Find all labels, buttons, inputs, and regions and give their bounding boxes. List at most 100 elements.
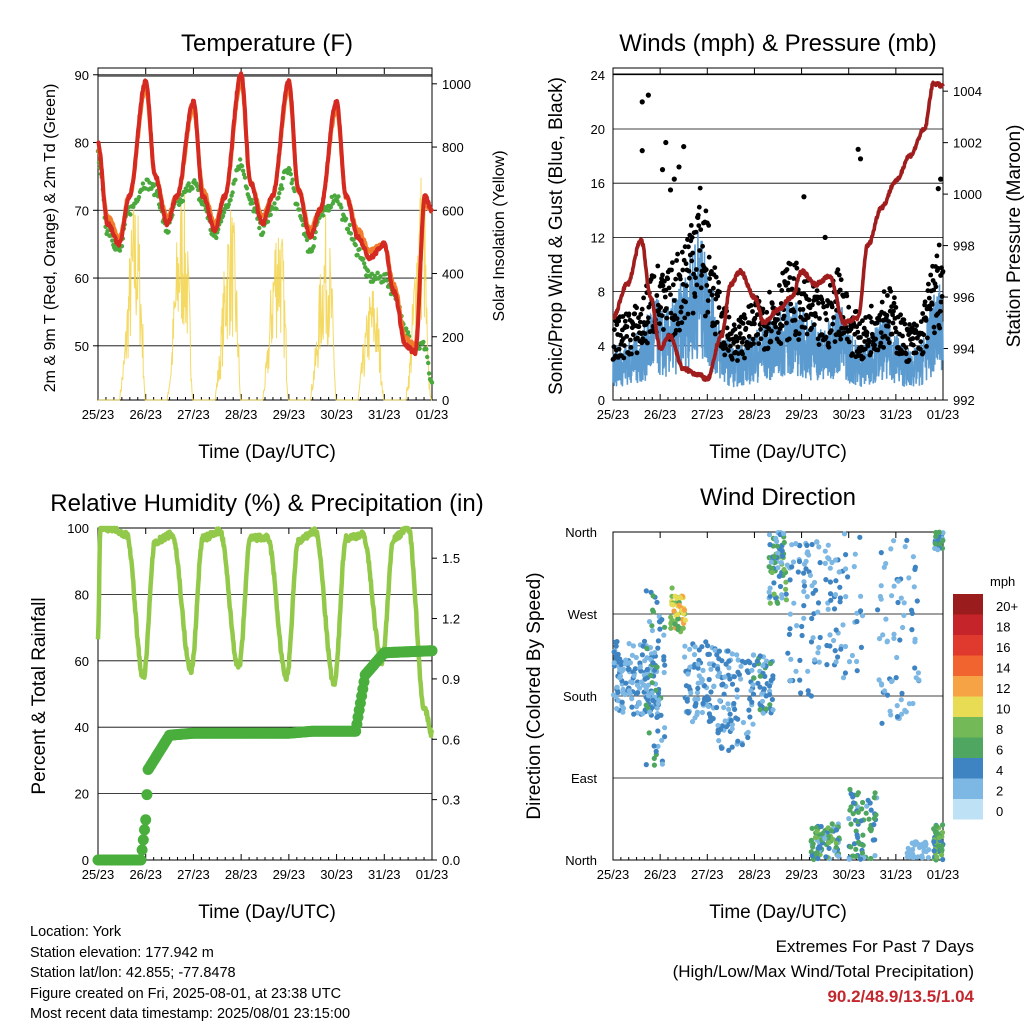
- dewpoint-point: [321, 213, 326, 218]
- direction-point: [847, 786, 853, 793]
- gust-point: [621, 355, 627, 361]
- direction-point: [757, 684, 763, 690]
- gust-point: [688, 223, 694, 228]
- gust-point: [740, 321, 746, 326]
- temperature-xtick-label: 27/23: [177, 407, 210, 422]
- direction-point: [807, 572, 814, 579]
- direction-point: [749, 667, 755, 673]
- direction-point: [703, 639, 709, 645]
- humidity-xtick-label: 01/23: [416, 867, 449, 882]
- gust-point: [940, 269, 946, 274]
- direction-point: [675, 616, 681, 622]
- direction-point: [731, 674, 738, 680]
- gust-point: [804, 331, 810, 337]
- gust-point: [813, 313, 819, 319]
- gust-point: [677, 327, 682, 333]
- direction-point: [714, 652, 720, 658]
- dewpoint-point: [339, 205, 344, 210]
- gust-point: [715, 293, 721, 299]
- gust-point: [889, 304, 894, 309]
- direction-point: [653, 687, 659, 693]
- gust-point: [636, 315, 641, 321]
- direction-point: [845, 574, 851, 580]
- direction-point: [823, 854, 829, 860]
- direction-point: [760, 663, 766, 669]
- direction-point: [828, 597, 834, 603]
- gust-point: [621, 343, 627, 348]
- direction-point: [826, 839, 832, 846]
- direction-point: [688, 690, 694, 696]
- dewpoint-point: [357, 247, 362, 252]
- winds-ytick-right-label: 1002: [953, 136, 982, 151]
- direction-point: [919, 853, 925, 859]
- gust-point: [690, 310, 696, 316]
- direction-point: [735, 669, 741, 675]
- direction-point: [878, 550, 884, 556]
- gust-point: [817, 316, 822, 321]
- direction-point: [638, 668, 644, 674]
- direction-point: [636, 685, 643, 691]
- dewpoint-point: [140, 181, 146, 186]
- gust-point: [674, 258, 679, 263]
- direction-point: [717, 726, 724, 733]
- dewpoint-series: [95, 149, 435, 385]
- direction-point: [846, 659, 853, 665]
- gust-point: [891, 300, 897, 306]
- dewpoint-point: [424, 347, 429, 352]
- gust-point: [683, 261, 689, 267]
- gust-point: [736, 324, 742, 330]
- direction-point: [827, 579, 834, 585]
- direction-point: [911, 584, 917, 590]
- temperature-ytick-right-label: 1000: [442, 77, 471, 92]
- winds-xtick-label: 25/23: [597, 407, 630, 422]
- direction-point: [681, 607, 688, 613]
- gust-point: [663, 306, 669, 311]
- temperature-xtick-label: 31/23: [368, 407, 401, 422]
- legend-swatch: [953, 778, 983, 799]
- direction-point: [682, 643, 688, 649]
- gust-point: [760, 306, 766, 312]
- dewpoint-point: [242, 175, 248, 180]
- gust-point: [705, 298, 711, 303]
- direction-point: [868, 855, 874, 862]
- extremes-subheading: (High/Low/Max Wind/Total Precipitation): [672, 962, 974, 981]
- direction-point: [611, 692, 617, 698]
- direction-point: [649, 690, 655, 696]
- direction-point: [868, 828, 874, 834]
- gust-point: [778, 341, 784, 346]
- gust-point: [802, 325, 808, 330]
- gust-point: [878, 340, 884, 346]
- direction-point: [770, 673, 776, 679]
- dewpoint-point: [417, 346, 422, 351]
- gust-point: [734, 338, 740, 344]
- gust-point: [685, 311, 691, 317]
- direction-point: [669, 585, 675, 591]
- dewpoint-point: [274, 206, 279, 212]
- gust-point: [938, 176, 944, 182]
- direction-xtick-label: 30/23: [832, 867, 865, 882]
- gust-point: [935, 186, 941, 192]
- gust-point: [763, 329, 769, 335]
- gust-point: [636, 324, 642, 330]
- gust-point: [655, 263, 661, 269]
- direction-point: [726, 665, 732, 671]
- direction-point: [706, 676, 712, 683]
- gust-point: [748, 303, 754, 308]
- humidity-xtick-label: 31/23: [368, 867, 401, 882]
- direction-point: [939, 829, 946, 836]
- direction-point: [761, 686, 767, 692]
- direction-point: [645, 693, 652, 699]
- direction-point: [768, 660, 774, 667]
- direction-point: [817, 634, 823, 641]
- direction-point: [691, 652, 698, 658]
- gust-point: [622, 318, 628, 324]
- direction-point: [717, 698, 723, 704]
- gust-point: [868, 303, 874, 309]
- gust-point: [713, 274, 719, 280]
- gust-point: [903, 345, 909, 350]
- direction-point: [726, 706, 732, 712]
- direction-point: [940, 822, 946, 828]
- direction-point: [779, 548, 785, 554]
- dewpoint-point: [353, 243, 358, 248]
- gust-point: [931, 324, 937, 330]
